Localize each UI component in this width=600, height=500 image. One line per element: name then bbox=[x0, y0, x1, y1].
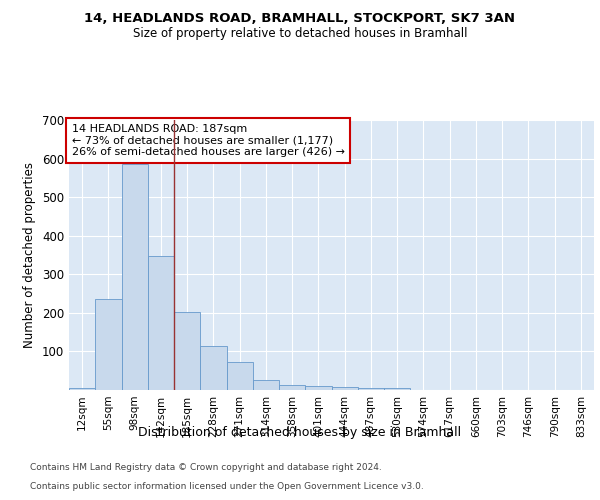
Text: 14 HEADLANDS ROAD: 187sqm
← 73% of detached houses are smaller (1,177)
26% of se: 14 HEADLANDS ROAD: 187sqm ← 73% of detac… bbox=[71, 124, 344, 157]
Bar bbox=[121, 164, 148, 390]
Y-axis label: Number of detached properties: Number of detached properties bbox=[23, 162, 37, 348]
Bar bbox=[253, 380, 279, 390]
Bar bbox=[200, 346, 227, 390]
Bar bbox=[305, 386, 331, 390]
Bar bbox=[384, 388, 410, 390]
Bar bbox=[174, 312, 200, 390]
Text: Contains public sector information licensed under the Open Government Licence v3: Contains public sector information licen… bbox=[30, 482, 424, 491]
Bar bbox=[279, 385, 305, 390]
Bar bbox=[331, 388, 358, 390]
Text: Contains HM Land Registry data © Crown copyright and database right 2024.: Contains HM Land Registry data © Crown c… bbox=[30, 464, 382, 472]
Bar bbox=[358, 388, 384, 390]
Bar bbox=[69, 388, 95, 390]
Bar bbox=[95, 300, 121, 390]
Bar bbox=[148, 256, 174, 390]
Text: Distribution of detached houses by size in Bramhall: Distribution of detached houses by size … bbox=[139, 426, 461, 439]
Text: Size of property relative to detached houses in Bramhall: Size of property relative to detached ho… bbox=[133, 28, 467, 40]
Bar bbox=[227, 362, 253, 390]
Text: 14, HEADLANDS ROAD, BRAMHALL, STOCKPORT, SK7 3AN: 14, HEADLANDS ROAD, BRAMHALL, STOCKPORT,… bbox=[85, 12, 515, 26]
